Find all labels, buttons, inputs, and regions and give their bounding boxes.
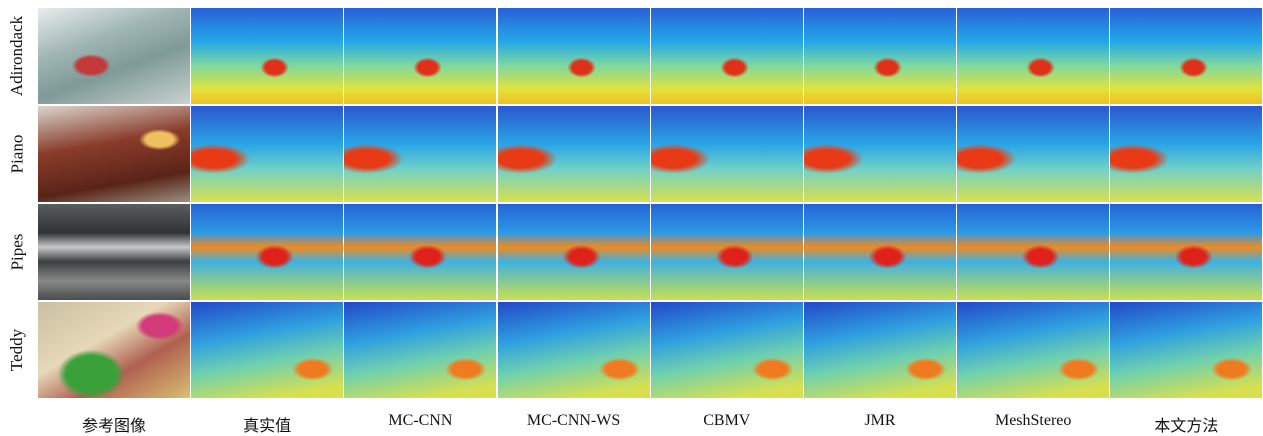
disparity-map bbox=[191, 106, 343, 202]
disparity-map bbox=[651, 302, 803, 398]
disparity-map bbox=[957, 106, 1109, 202]
disparity-map bbox=[498, 106, 650, 202]
disparity-map bbox=[498, 302, 650, 398]
row-label: Adirondack bbox=[0, 8, 34, 104]
row-label-text: Piano bbox=[7, 135, 27, 174]
disparity-map bbox=[957, 204, 1109, 300]
row-label-text: Adirondack bbox=[7, 16, 27, 96]
disparity-map bbox=[957, 8, 1109, 104]
column-label: CBMV bbox=[651, 412, 803, 430]
disparity-map bbox=[1110, 302, 1262, 398]
disparity-map bbox=[344, 8, 496, 104]
row-label: Piano bbox=[0, 106, 34, 202]
reference-image bbox=[38, 8, 190, 104]
column-label: 本文方法 bbox=[1110, 412, 1262, 436]
row-label-text: Teddy bbox=[7, 329, 27, 371]
disparity-map bbox=[651, 8, 803, 104]
disparity-map bbox=[1110, 204, 1262, 300]
disparity-map bbox=[191, 8, 343, 104]
disparity-map bbox=[344, 106, 496, 202]
disparity-map bbox=[804, 8, 956, 104]
column-label: 参考图像 bbox=[38, 412, 190, 436]
reference-image bbox=[38, 106, 190, 202]
column-label: JMR bbox=[804, 412, 956, 430]
disparity-map bbox=[957, 302, 1109, 398]
disparity-map bbox=[191, 302, 343, 398]
reference-image bbox=[38, 302, 190, 398]
row-label: Pipes bbox=[0, 204, 34, 300]
disparity-map bbox=[1110, 8, 1262, 104]
disparity-map bbox=[804, 106, 956, 202]
disparity-map bbox=[651, 204, 803, 300]
column-label: MC-CNN-WS bbox=[498, 412, 650, 430]
disparity-map bbox=[1110, 106, 1262, 202]
column-label: MeshStereo bbox=[957, 412, 1109, 430]
disparity-map bbox=[344, 302, 496, 398]
figure: AdirondackPianoPipesTeddy参考图像真实值MC-CNNMC… bbox=[0, 0, 1263, 432]
disparity-map bbox=[651, 106, 803, 202]
disparity-map bbox=[191, 204, 343, 300]
row-label-text: Pipes bbox=[7, 234, 27, 271]
column-label: MC-CNN bbox=[344, 412, 496, 430]
disparity-map bbox=[804, 204, 956, 300]
reference-image bbox=[38, 204, 190, 300]
disparity-map bbox=[498, 204, 650, 300]
disparity-map bbox=[498, 8, 650, 104]
column-label: 真实值 bbox=[191, 412, 343, 436]
row-label: Teddy bbox=[0, 302, 34, 398]
disparity-map bbox=[804, 302, 956, 398]
disparity-map bbox=[344, 204, 496, 300]
